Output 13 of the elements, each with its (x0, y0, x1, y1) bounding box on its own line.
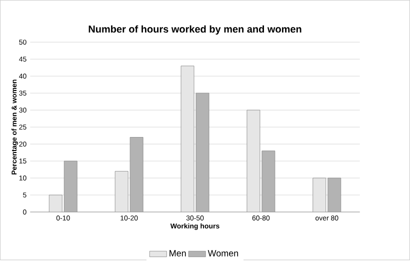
bar (196, 93, 209, 212)
legend-label: Women (208, 250, 238, 257)
bar (328, 178, 342, 212)
bar (49, 195, 62, 212)
chart-title: Number of hours worked by men and women (88, 25, 302, 35)
bar (246, 110, 260, 212)
bar (64, 161, 78, 212)
bar (130, 137, 144, 212)
bar (312, 178, 326, 212)
bar (115, 171, 128, 212)
legend-label: Men (170, 250, 186, 257)
bar (181, 66, 194, 212)
bar (262, 150, 275, 212)
